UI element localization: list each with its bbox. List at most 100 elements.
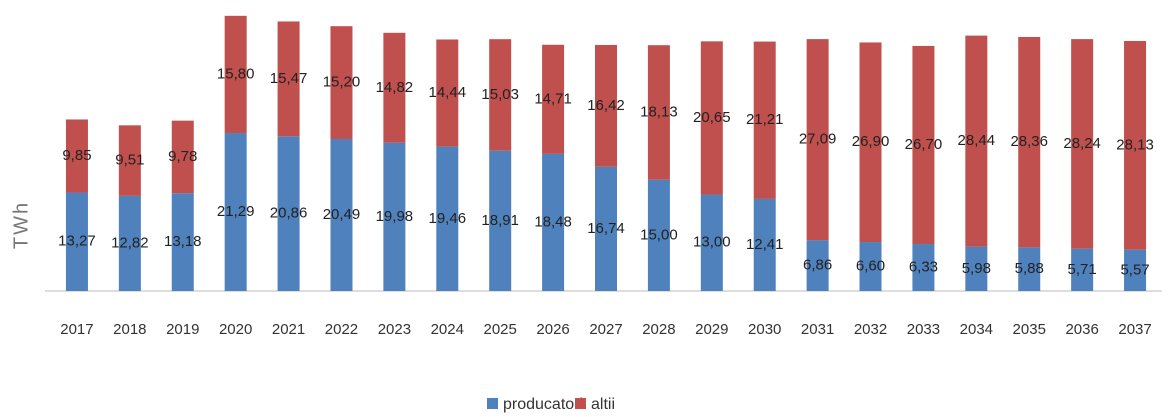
- x-tick-label: 2022: [325, 321, 358, 338]
- value-label: 6,33: [909, 258, 938, 275]
- value-label: 5,88: [1015, 260, 1044, 277]
- bar-segment: [859, 42, 882, 243]
- value-label: 14,82: [376, 79, 414, 96]
- legend-swatch: [575, 398, 586, 409]
- value-label: 5,98: [962, 260, 991, 277]
- bar-segment: [436, 146, 459, 291]
- value-label: 13,18: [164, 233, 202, 250]
- value-label: 20,65: [693, 109, 731, 126]
- bar-segment: [118, 125, 141, 196]
- value-label: 18,91: [481, 212, 519, 229]
- value-label: 20,49: [323, 206, 361, 223]
- bar-segment: [277, 136, 300, 291]
- bar-segment: [65, 119, 88, 193]
- value-label: 16,74: [587, 220, 625, 237]
- value-label: 9,85: [62, 147, 91, 164]
- bar-segment: [224, 15, 247, 134]
- bar-segment: [806, 240, 829, 291]
- bar-segment: [1124, 40, 1147, 250]
- legend-label: producatori: [503, 396, 583, 413]
- x-tick-label: 2030: [748, 321, 781, 338]
- x-tick-label: 2024: [431, 321, 464, 338]
- bar-segment: [330, 26, 353, 139]
- x-tick-label: 2033: [907, 321, 940, 338]
- value-label: 12,41: [746, 236, 784, 253]
- y-axis-label: TWh: [10, 201, 32, 249]
- value-label: 14,71: [534, 90, 572, 107]
- value-label: 15,00: [640, 226, 678, 243]
- bar-segment: [1071, 248, 1094, 291]
- value-label: 18,48: [534, 213, 572, 230]
- value-label: 19,98: [376, 208, 414, 225]
- x-tick-label: 2031: [801, 321, 834, 338]
- bar-segment: [171, 120, 194, 194]
- bar-segment: [647, 45, 670, 180]
- value-label: 9,51: [115, 152, 144, 169]
- bar-segment: [595, 166, 617, 291]
- bar-segment: [65, 192, 88, 291]
- x-tick-label: 2036: [1065, 321, 1098, 338]
- value-label: 28,13: [1116, 136, 1154, 153]
- value-label: 5,57: [1120, 261, 1149, 278]
- value-label: 6,86: [803, 257, 832, 274]
- value-label: 18,13: [640, 103, 678, 120]
- bar-segment: [1124, 249, 1147, 291]
- value-label: 21,29: [217, 203, 255, 220]
- value-label: 27,09: [799, 131, 837, 148]
- x-tick-label: 2026: [536, 321, 569, 338]
- value-label: 15,80: [217, 65, 255, 82]
- value-label: 15,47: [270, 70, 308, 87]
- value-label: 26,90: [852, 133, 890, 150]
- bar-segment: [700, 194, 723, 291]
- bar-segment: [647, 179, 670, 291]
- x-tick-label: 2018: [113, 321, 146, 338]
- bar-segment: [489, 39, 512, 151]
- x-tick-label: 2025: [484, 321, 517, 338]
- x-tick-label: 2032: [854, 321, 887, 338]
- bar-segment: [965, 246, 988, 291]
- x-tick-label: 2023: [378, 321, 411, 338]
- bar-segment: [1018, 247, 1041, 291]
- value-label: 16,42: [587, 97, 625, 114]
- bar-segment: [595, 44, 617, 167]
- bar-segment: [912, 45, 935, 245]
- value-label: 28,36: [1010, 133, 1048, 150]
- x-tick-label: 2034: [960, 321, 993, 338]
- x-tick-label: 2019: [166, 321, 199, 338]
- bar-segment: [330, 138, 353, 291]
- value-label: 26,70: [905, 136, 943, 153]
- bar-segment: [118, 195, 141, 291]
- x-tick-label: 2017: [60, 321, 93, 338]
- bar-segment: [383, 32, 406, 143]
- x-tick-label: 2027: [589, 321, 622, 338]
- x-tick-label: 2021: [272, 321, 305, 338]
- bar-segment: [753, 198, 776, 291]
- bar-segment: [912, 244, 935, 291]
- bar-segment: [171, 193, 194, 291]
- bar-segment: [700, 41, 723, 195]
- value-label: 5,71: [1068, 261, 1097, 278]
- bar-segment: [489, 150, 512, 291]
- bar-segment: [965, 35, 988, 247]
- bar-segment: [753, 41, 776, 199]
- bar-segment: [224, 133, 247, 291]
- value-label: 19,46: [429, 210, 467, 227]
- value-label: 21,21: [746, 111, 784, 128]
- bar-segment: [277, 21, 300, 137]
- bar-segment: [1071, 39, 1094, 249]
- legend-label: altii: [591, 396, 615, 413]
- value-label: 20,86: [270, 205, 308, 222]
- value-label: 13,00: [693, 234, 731, 251]
- bar-segment: [383, 142, 406, 291]
- value-label: 12,82: [111, 234, 149, 251]
- bar-segment: [859, 242, 882, 291]
- bar-segment: [806, 39, 829, 241]
- value-label: 15,03: [481, 86, 519, 103]
- x-tick-label: 2029: [695, 321, 728, 338]
- bar-segment: [436, 39, 459, 147]
- x-tick-label: 2028: [642, 321, 675, 338]
- bar-segment: [542, 44, 565, 154]
- value-label: 14,44: [429, 84, 467, 101]
- x-tick-label: 2035: [1013, 321, 1046, 338]
